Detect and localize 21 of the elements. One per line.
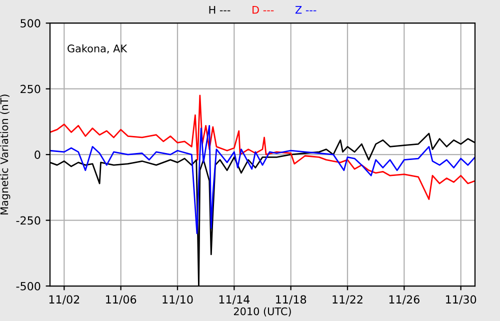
x-tick-label: 11/14 [219,295,250,305]
x-tick-label: 11/22 [332,295,362,305]
y-axis-title: Magnetic Variation (nT) [0,94,10,214]
x-tick-label: 11/06 [106,295,136,305]
x-tick-label: 11/02 [49,295,80,305]
x-tick-label: 11/10 [162,295,193,305]
y-tick-label: -500 [16,282,40,290]
x-axis-title: 2010 (UTC) [234,307,291,316]
x-tick-label: 11/30 [446,295,476,305]
line-series [50,94,475,200]
y-tick-label: -250 [16,216,40,225]
y-tick-label: 500 [20,19,40,28]
y-tick-label: 250 [20,84,40,94]
line-series [50,124,475,234]
y-tick-label: 0 [34,150,40,159]
text: Z --- [295,6,316,14]
x-tick-label: 11/18 [276,295,306,305]
annotation: Gakona, AK [68,44,128,54]
x-tick-label: 11/26 [389,295,420,305]
text: D --- [252,6,274,14]
text: H --- [209,6,230,14]
